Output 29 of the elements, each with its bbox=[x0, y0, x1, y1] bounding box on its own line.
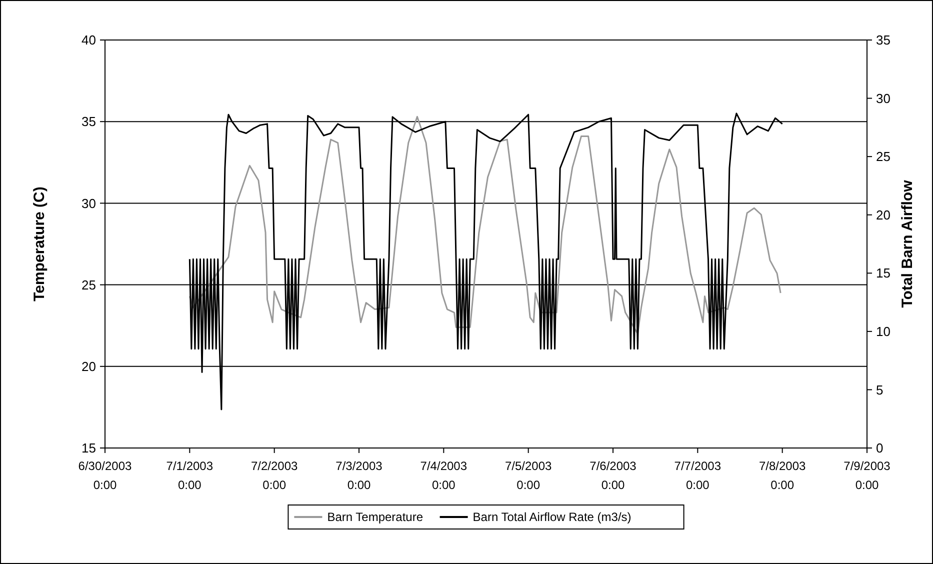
x-tick-label: 6/30/2003 0:00 bbox=[78, 459, 132, 492]
y-tick-label: 25 bbox=[82, 277, 96, 292]
y2-tick-label: 10 bbox=[876, 324, 890, 339]
y-tick-label: 20 bbox=[82, 358, 96, 374]
x-tick-label: 7/2/2003 0:00 bbox=[250, 459, 298, 492]
x-tick-label: 7/4/2003 0:00 bbox=[420, 459, 468, 492]
y2-axis-title: Total Barn Airflow bbox=[899, 180, 916, 308]
x-tick-label: 7/1/2003 0:00 bbox=[166, 459, 214, 492]
y2-tick-label: 30 bbox=[876, 90, 890, 106]
y-tick-label: 30 bbox=[82, 196, 96, 211]
y2-tick-label: 20 bbox=[876, 207, 890, 222]
y-tick-label: 15 bbox=[82, 440, 96, 456]
legend-label: Barn Total Airflow Rate (m3/s) bbox=[472, 510, 632, 524]
x-tick-label: 7/5/2003 0:00 bbox=[504, 459, 552, 492]
y2-tick-label: 25 bbox=[876, 149, 890, 164]
legend-label: Barn Temperature bbox=[327, 510, 424, 524]
y-tick-label: 35 bbox=[82, 114, 96, 130]
x-tick-label: 7/6/2003 0:00 bbox=[590, 459, 637, 492]
y2-tick-label: 15 bbox=[876, 266, 890, 281]
y-tick-label: 40 bbox=[82, 32, 96, 48]
y-axis-title: Temperature (C) bbox=[31, 186, 48, 302]
y2-tick-label: 5 bbox=[876, 382, 884, 398]
line-series bbox=[188, 116, 782, 335]
y2-tick-label: 35 bbox=[876, 32, 890, 48]
x-tick-label: 7/8/2003 0:00 bbox=[758, 459, 806, 492]
x-tick-label: 7/7/2003 0:00 bbox=[674, 459, 722, 492]
x-tick-label: 7/9/2003 0:00 bbox=[844, 459, 891, 492]
x-tick-label: 7/3/2003 0:00 bbox=[336, 459, 383, 492]
y2-tick-label: 0 bbox=[876, 440, 884, 456]
